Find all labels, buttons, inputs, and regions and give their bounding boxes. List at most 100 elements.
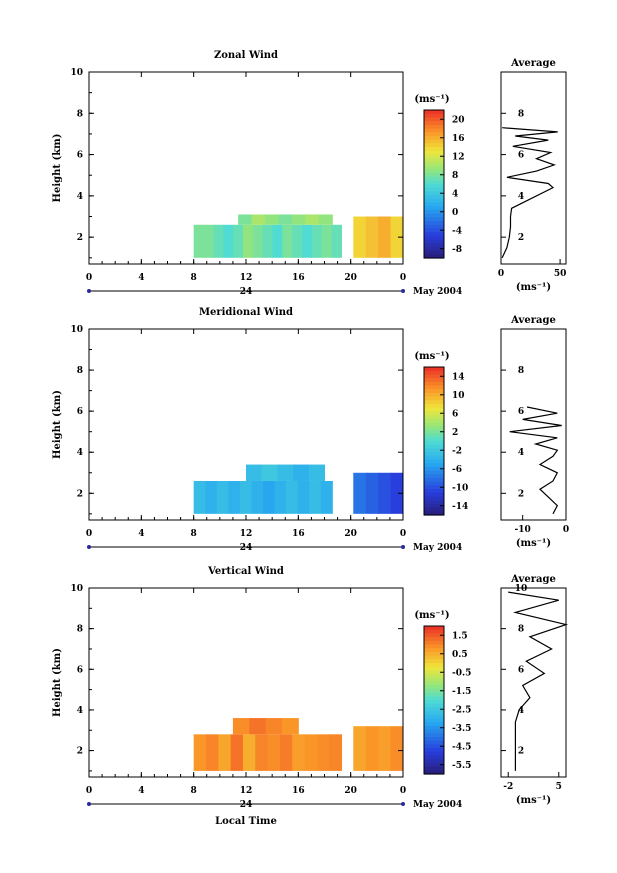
colorbar-segment bbox=[424, 381, 444, 387]
x-axis-label: Local Time bbox=[215, 816, 277, 827]
field-cell bbox=[193, 734, 207, 771]
colorbar-segment bbox=[424, 466, 444, 472]
colorbar-segment bbox=[424, 688, 444, 694]
colorbar-segment bbox=[424, 206, 444, 211]
colorbar-segment bbox=[424, 213, 444, 218]
colorbar-segment bbox=[424, 655, 444, 660]
field-cell bbox=[353, 216, 367, 258]
colorbar-tick-label: -2 bbox=[452, 446, 462, 456]
colorbar-segment bbox=[424, 132, 444, 137]
average-title: Average bbox=[510, 58, 556, 69]
field-cell bbox=[216, 480, 229, 514]
colorbar-segment bbox=[424, 202, 444, 207]
average-y-tick-label: 6 bbox=[518, 407, 524, 417]
colorbar-segment bbox=[424, 158, 444, 163]
colorbar-segment bbox=[424, 748, 444, 753]
colorbar-segment bbox=[424, 198, 444, 204]
colorbar-segment bbox=[424, 444, 444, 449]
colorbar-segment bbox=[424, 485, 444, 490]
colorbar-segment bbox=[424, 239, 444, 244]
average-x-tick-label: 0 bbox=[563, 525, 569, 535]
colorbar-segment bbox=[424, 121, 444, 126]
date-axis-endpoint bbox=[87, 289, 91, 293]
field-cell bbox=[261, 464, 278, 481]
colorbar-segment bbox=[424, 674, 444, 679]
colorbar-segment bbox=[424, 651, 444, 657]
field-cell bbox=[255, 734, 269, 771]
x-tick-label: 12 bbox=[240, 273, 253, 283]
colorbar-segment bbox=[424, 496, 444, 501]
date-label: May 2004 bbox=[413, 543, 462, 553]
colorbar-segment bbox=[424, 707, 444, 712]
colorbar-tick-label: 14 bbox=[452, 372, 465, 382]
average-y-tick-label: 4 bbox=[518, 706, 524, 716]
colorbar-segment bbox=[424, 492, 444, 498]
average-y-tick-label: 6 bbox=[518, 665, 524, 675]
colorbar-segment bbox=[424, 685, 444, 690]
average-x-axis-label: (ms⁻¹) bbox=[516, 795, 551, 806]
field-cell bbox=[292, 734, 306, 771]
colorbar-tick-label: -4 bbox=[452, 226, 462, 236]
x-tick-label: 20 bbox=[344, 529, 357, 539]
date-tick-label: 24 bbox=[240, 800, 253, 810]
average-x-tick-label: 5 bbox=[556, 782, 562, 792]
colorbar-tick-label: 0.5 bbox=[452, 650, 468, 660]
colorbar-segment bbox=[424, 224, 444, 229]
average-x-tick-label: 50 bbox=[554, 269, 567, 279]
field-cell bbox=[378, 472, 392, 514]
colorbar-segment bbox=[424, 191, 444, 196]
colorbar-segment bbox=[424, 629, 444, 634]
colorbar-tick-label: -5.5 bbox=[452, 761, 471, 771]
average-y-tick-label: 8 bbox=[518, 366, 524, 376]
colorbar-segment bbox=[424, 422, 444, 427]
average-x-tick-label: 0 bbox=[498, 269, 504, 279]
colorbar-segment bbox=[424, 161, 444, 167]
colorbar-unit: (ms⁻¹) bbox=[414, 351, 449, 362]
colorbar-segment bbox=[424, 507, 444, 512]
colorbar-segment bbox=[424, 209, 444, 215]
date-axis-endpoint bbox=[401, 802, 405, 806]
field-cell bbox=[353, 726, 367, 771]
colorbar-frame bbox=[423, 109, 445, 259]
y-tick-label: 8 bbox=[77, 625, 83, 635]
colorbar-segment bbox=[424, 404, 444, 409]
field-cell bbox=[331, 224, 343, 258]
date-axis-endpoint bbox=[401, 289, 405, 293]
colorbar-tick-label: 0 bbox=[452, 208, 458, 218]
field-cell bbox=[242, 734, 256, 771]
average-x-axis-label: (ms⁻¹) bbox=[516, 282, 551, 293]
colorbar-segment bbox=[424, 714, 444, 720]
field-cell bbox=[262, 224, 274, 258]
average-y-tick-label: 2 bbox=[518, 233, 524, 243]
y-axis-label: Height (km) bbox=[52, 648, 63, 717]
y-axis-label: Height (km) bbox=[52, 390, 63, 459]
colorbar-segment bbox=[424, 737, 444, 742]
x-tick-label: 4 bbox=[138, 786, 144, 796]
average-profile-line bbox=[509, 406, 562, 515]
colorbar-tick-label: 10 bbox=[452, 391, 465, 401]
field-cell bbox=[265, 718, 283, 735]
field-cell bbox=[305, 214, 320, 225]
colorbar-segment bbox=[424, 250, 444, 255]
field-cell bbox=[365, 472, 379, 514]
average-y-tick-label: 2 bbox=[518, 747, 524, 757]
y-tick-label: 2 bbox=[77, 233, 83, 243]
colorbar-segment bbox=[424, 254, 444, 259]
colorbar-segment bbox=[424, 489, 444, 494]
y-tick-label: 2 bbox=[77, 747, 83, 757]
x-tick-label: 0 bbox=[400, 529, 406, 539]
field-cell bbox=[242, 224, 254, 258]
colorbar-segment bbox=[424, 648, 444, 653]
colorbar-segment bbox=[424, 659, 444, 664]
colorbar-segment bbox=[424, 755, 444, 760]
date-axis-endpoint bbox=[87, 802, 91, 806]
colorbar-segment bbox=[424, 511, 444, 516]
field-cell bbox=[193, 224, 205, 258]
average-profile-line bbox=[501, 127, 558, 259]
colorbar-tick-label: -14 bbox=[452, 502, 468, 512]
colorbar-tick-label: -2.5 bbox=[452, 705, 471, 715]
average-y-tick-label: 8 bbox=[518, 625, 524, 635]
x-tick-label: 0 bbox=[400, 273, 406, 283]
field-cell bbox=[265, 214, 280, 225]
